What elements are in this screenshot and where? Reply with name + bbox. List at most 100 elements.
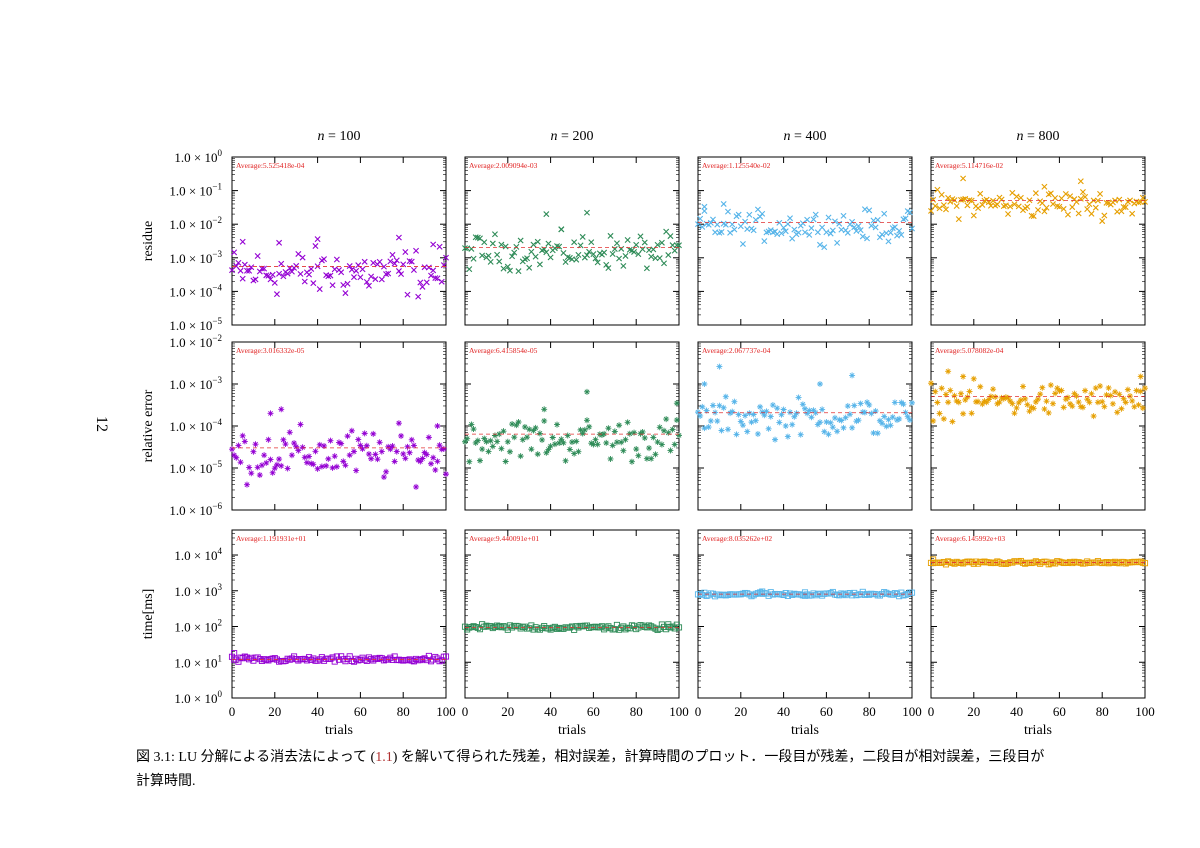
data-point (705, 424, 712, 431)
data-point (316, 441, 323, 448)
data-point (380, 263, 387, 270)
data-point (949, 418, 956, 425)
data-point (534, 451, 541, 458)
data-point (491, 231, 498, 238)
data-point (821, 428, 828, 435)
data-point (432, 466, 439, 473)
data-point (868, 222, 875, 229)
data-point (855, 223, 862, 229)
data-point (654, 241, 661, 248)
data-point (481, 239, 488, 246)
data-point (842, 592, 849, 599)
data-point (487, 623, 494, 630)
data-point (729, 408, 736, 415)
data-point (981, 398, 988, 405)
x-tick-label: 60 (820, 704, 833, 719)
data-point (1052, 390, 1059, 397)
data-point (483, 438, 490, 445)
data-point (348, 657, 355, 665)
data-point (526, 426, 533, 433)
data-point (951, 560, 958, 567)
data-point (1028, 404, 1035, 411)
data-point (269, 655, 276, 662)
x-tick-label: 20 (268, 704, 281, 719)
data-point (810, 407, 817, 414)
data-point (656, 424, 663, 431)
data-point (310, 280, 317, 287)
data-point (521, 623, 528, 630)
data-point (237, 459, 244, 466)
average-label-residue-n100: Average:5.525418e-04 (236, 161, 305, 170)
caption-equation-ref[interactable]: 1.1 (375, 750, 393, 765)
data-point (607, 232, 614, 239)
data-point (750, 227, 757, 234)
data-point-outlier (231, 650, 238, 657)
data-point (825, 431, 832, 438)
data-point (876, 417, 883, 424)
data-point (1035, 206, 1041, 213)
data-point (876, 592, 883, 599)
data-point (256, 656, 263, 663)
data-point (284, 655, 291, 662)
data-point (1052, 195, 1059, 201)
average-label-time-n100: Average:1.191931e+01 (236, 534, 306, 543)
data-point (288, 452, 295, 459)
data-point (481, 435, 488, 442)
data-point (966, 388, 973, 395)
data-point (579, 623, 586, 630)
data-point (532, 424, 539, 431)
data-point (301, 454, 308, 461)
x-tick-label: 40 (1010, 704, 1023, 719)
data-point (601, 249, 608, 256)
data-point (538, 624, 546, 631)
data-point (571, 239, 578, 246)
data-point (816, 241, 823, 248)
data-point (1047, 190, 1054, 197)
data-point (404, 443, 411, 450)
x-tick-label: 100 (669, 704, 689, 719)
data-point (652, 625, 659, 632)
data-point (534, 238, 541, 245)
data-point (650, 434, 657, 441)
data-point (391, 458, 398, 465)
data-point (945, 399, 952, 406)
data-point (609, 442, 616, 449)
data-point-outlier (239, 238, 246, 245)
data-point (641, 239, 648, 246)
data-point (754, 590, 761, 597)
data-point (528, 622, 535, 629)
data-point (485, 448, 492, 455)
data-point (881, 589, 888, 596)
data-point (333, 653, 340, 660)
data-point (881, 210, 888, 217)
data-point (631, 248, 638, 255)
data-point (1064, 211, 1071, 218)
data-point (310, 461, 317, 468)
data-point (861, 206, 868, 213)
data-point (772, 436, 779, 443)
data-point (951, 392, 958, 399)
data-point (536, 626, 543, 633)
data-point (872, 224, 879, 231)
data-point (573, 623, 580, 630)
data-point (778, 411, 785, 418)
data-point (757, 589, 764, 596)
data-point (551, 441, 558, 448)
data-point (370, 657, 377, 664)
data-point (278, 462, 285, 469)
data-point (408, 258, 415, 265)
data-point (699, 223, 706, 230)
data-point (896, 227, 903, 234)
data-point (590, 441, 597, 448)
x-tick-label: 100 (436, 704, 456, 719)
data-point (977, 190, 984, 197)
data-point (1002, 202, 1009, 209)
data-point (947, 387, 954, 394)
ylabel-relative_error: relative error (141, 389, 156, 462)
data-point (695, 409, 701, 416)
data-point (359, 654, 366, 661)
data-point (676, 242, 682, 249)
data-point (654, 439, 661, 446)
data-point (269, 469, 276, 476)
data-point (930, 196, 937, 203)
